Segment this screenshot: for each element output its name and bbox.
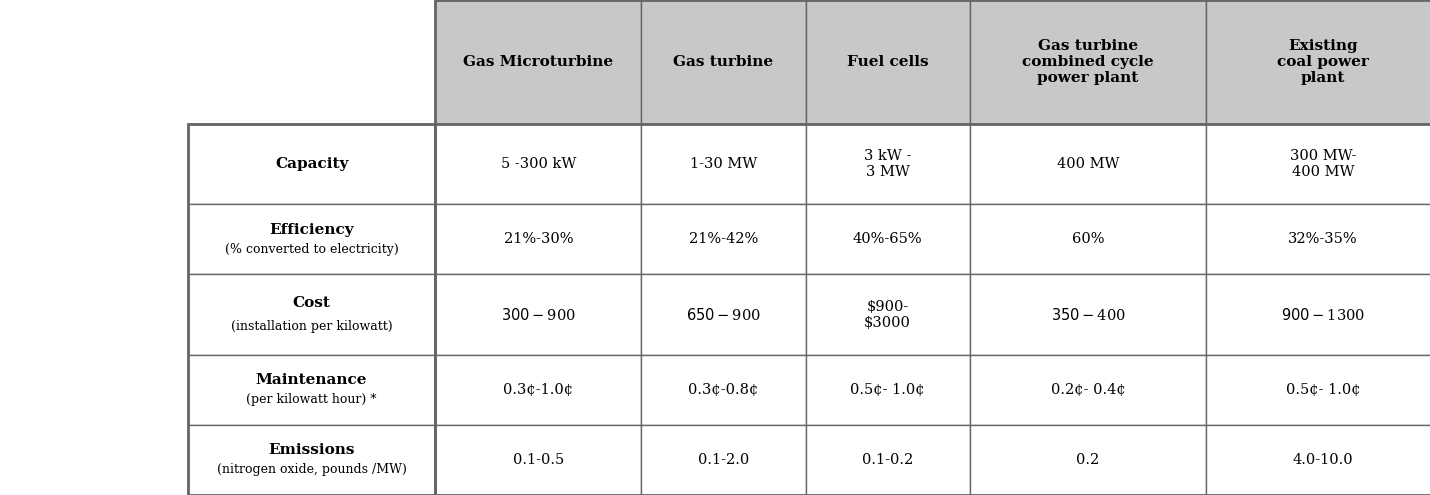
Text: 0.3¢-1.0¢: 0.3¢-1.0¢ [503,383,573,397]
Text: 300 MW-
400 MW: 300 MW- 400 MW [1290,149,1356,179]
Text: Emissions: Emissions [269,443,355,457]
Text: 60%: 60% [1071,233,1104,247]
Text: 5 -300 kW: 5 -300 kW [500,157,576,171]
Text: 21%-42%: 21%-42% [689,233,758,247]
Text: Capacity: Capacity [275,157,349,171]
Bar [641,425,805,495]
Bar [1205,0,1430,124]
Text: Existing
coal power
plant: Existing coal power plant [1277,39,1369,85]
Text: 40%-65%: 40%-65% [852,233,922,247]
Bar [436,425,641,495]
Text: $350-$400: $350-$400 [1051,307,1125,323]
Bar [970,425,1205,495]
Bar [436,355,641,425]
Text: 32%-35%: 32%-35% [1288,233,1358,247]
Text: 0.1-2.0: 0.1-2.0 [698,453,749,467]
Bar [805,204,970,274]
Text: 0.2: 0.2 [1077,453,1100,467]
Bar [805,425,970,495]
Text: (per kilowatt hour) *: (per kilowatt hour) * [246,394,378,406]
Bar [187,0,436,124]
Bar [187,274,436,355]
Bar [187,124,436,204]
Text: (% converted to electricity): (% converted to electricity) [225,243,399,256]
Text: $650-$900: $650-$900 [686,307,761,323]
Text: Efficiency: Efficiency [269,223,355,237]
Text: 0.5¢- 1.0¢: 0.5¢- 1.0¢ [851,383,925,397]
Bar [1205,274,1430,355]
Bar [970,124,1205,204]
Bar [970,355,1205,425]
Text: 3 kW -
3 MW: 3 kW - 3 MW [864,149,911,179]
Bar [187,425,436,495]
Text: 0.2¢- 0.4¢: 0.2¢- 0.4¢ [1051,383,1125,397]
Text: 4.0-10.0: 4.0-10.0 [1293,453,1353,467]
Text: Cost: Cost [293,297,330,310]
Text: 21%-30%: 21%-30% [503,233,573,247]
Text: (installation per kilowatt): (installation per kilowatt) [230,320,392,333]
Bar [436,274,641,355]
Text: Fuel cells: Fuel cells [847,55,928,69]
Bar [1205,204,1430,274]
Text: Maintenance: Maintenance [256,373,368,387]
Text: 0.5¢- 1.0¢: 0.5¢- 1.0¢ [1286,383,1360,397]
Bar [1205,124,1430,204]
Text: 0.1-0.2: 0.1-0.2 [862,453,914,467]
Bar [1205,425,1430,495]
Bar [970,274,1205,355]
Text: 0.3¢-0.8¢: 0.3¢-0.8¢ [688,383,759,397]
Text: Gas turbine
combined cycle
power plant: Gas turbine combined cycle power plant [1022,39,1154,85]
Bar [1205,355,1430,425]
Text: Gas Microturbine: Gas Microturbine [463,55,613,69]
Bar [970,204,1205,274]
Text: 1-30 MW: 1-30 MW [689,157,756,171]
Text: 0.1-0.5: 0.1-0.5 [513,453,563,467]
Bar [805,355,970,425]
Bar [641,204,805,274]
Bar [970,0,1205,124]
Bar [641,355,805,425]
Bar [641,274,805,355]
Bar [187,124,436,495]
Bar [641,0,805,124]
Bar [805,0,970,124]
Text: $900-$1300: $900-$1300 [1281,307,1366,323]
Bar [805,274,970,355]
Bar [436,0,1430,495]
Bar [641,124,805,204]
Text: 400 MW: 400 MW [1057,157,1120,171]
Text: $900-
$3000: $900- $3000 [864,299,911,330]
Bar [187,355,436,425]
Bar [436,124,641,204]
Bar [436,204,641,274]
Bar [805,124,970,204]
Text: Gas turbine: Gas turbine [674,55,774,69]
Bar [436,0,641,124]
Bar [187,204,436,274]
Text: $300-$900: $300-$900 [500,307,576,323]
Text: (nitrogen oxide, pounds /MW): (nitrogen oxide, pounds /MW) [217,463,406,476]
